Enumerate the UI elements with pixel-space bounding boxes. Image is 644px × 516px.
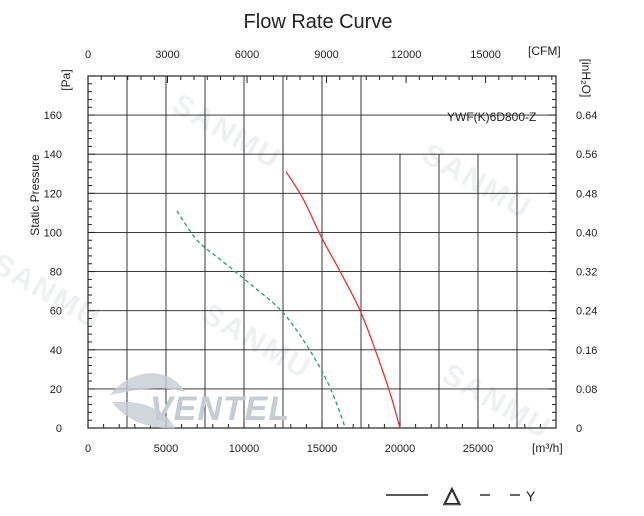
x-tick-label-bottom: 0: [85, 443, 91, 455]
x-tick-label-top: 15000: [470, 49, 501, 61]
y-tick-label-left: 0: [56, 423, 62, 435]
y-tick-label-left: 60: [50, 306, 62, 318]
x-tick-label-bottom: 5000: [154, 443, 178, 455]
x-tick-label-top: 12000: [391, 49, 422, 61]
watermark-sanmu: SANMU: [437, 357, 557, 446]
legend-triangle-label: △: [444, 482, 461, 507]
x-tick-label-bottom: 15000: [307, 443, 338, 455]
x-tick-label-top: 6000: [235, 49, 259, 61]
x-unit-bottom: [m³/h]: [532, 441, 563, 455]
y-tick-label-right: 0.24: [576, 306, 597, 318]
y-tick-label-right: 0.64: [576, 110, 597, 122]
fan-blade-logo-icon: [110, 373, 185, 429]
y-tick-label-right: 0.40: [576, 227, 597, 239]
series-curve-y: [176, 210, 347, 429]
y-tick-label-left: 100: [44, 227, 62, 239]
ventel-logo: VENTEL: [110, 373, 290, 429]
chart-title: Flow Rate Curve: [244, 11, 393, 33]
watermark-sanmu: SANMU: [0, 247, 107, 336]
tick-marks: [87, 75, 557, 429]
x-tick-label-bottom: 10000: [229, 443, 260, 455]
y-tick-label-right: 0.08: [576, 384, 597, 396]
y-tick-label-left: 140: [44, 149, 62, 161]
y-unit-left: [Pa]: [59, 69, 73, 90]
y-tick-label-right: 0.16: [576, 345, 597, 357]
y-unit-right: [inH₂O]: [579, 59, 593, 98]
model-label: YWF(K)6D800-Z: [447, 110, 536, 124]
y-axis-label: Static Pressure: [28, 154, 42, 236]
y-tick-label-right: 0.48: [576, 188, 597, 200]
x-unit-top: [CFM]: [528, 44, 561, 58]
y-tick-label-right: 0.32: [576, 267, 597, 279]
y-tick-label-left: 80: [50, 267, 62, 279]
watermark-sanmu: SANMU: [417, 137, 537, 226]
x-tick-label-bottom: 20000: [385, 443, 416, 455]
y-tick-label-left: 120: [44, 188, 62, 200]
watermark-sanmu: SANMU: [167, 87, 287, 176]
series-curve-delta: [285, 171, 401, 429]
y-tick-label-right: 0.56: [576, 149, 597, 161]
y-tick-label-left: 20: [50, 384, 62, 396]
x-tick-label-top: 3000: [155, 49, 179, 61]
grid: [87, 75, 557, 429]
x-tick-label-bottom: 25000: [463, 443, 494, 455]
x-tick-label-top: 9000: [314, 49, 338, 61]
x-tick-label-top: 0: [85, 49, 91, 61]
legend: △ Y: [386, 482, 536, 508]
y-tick-label-left: 160: [44, 110, 62, 122]
y-tick-label-left: 40: [50, 345, 62, 357]
legend-y-label: Y: [526, 488, 536, 504]
logo-text: VENTEL: [150, 390, 290, 428]
series-layer: [176, 171, 401, 429]
y-tick-label-right: 0: [576, 423, 582, 435]
